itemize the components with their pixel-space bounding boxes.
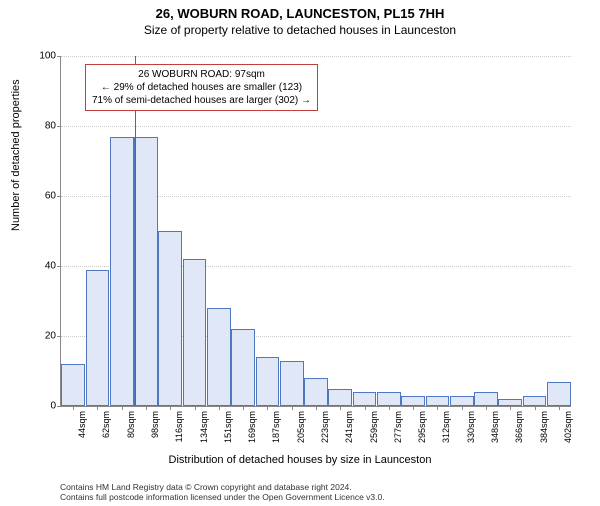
- xtick-mark: [97, 406, 98, 410]
- annotation-box: 26 WOBURN ROAD: 97sqm← 29% of detached h…: [85, 64, 318, 111]
- xtick-mark: [146, 406, 147, 410]
- histogram-bar: [304, 378, 328, 406]
- ytick-label: 60: [26, 191, 56, 202]
- footer-line1: Contains HM Land Registry data © Crown c…: [60, 482, 385, 492]
- histogram-bar: [110, 137, 134, 407]
- ytick-mark: [57, 126, 61, 127]
- histogram-bar: [474, 392, 498, 406]
- xtick-mark: [219, 406, 220, 410]
- histogram-bar: [280, 361, 304, 407]
- ytick-mark: [57, 56, 61, 57]
- histogram-bar: [498, 399, 522, 406]
- xtick-mark: [316, 406, 317, 410]
- histogram-bar: [523, 396, 547, 407]
- xtick-mark: [365, 406, 366, 410]
- xtick-mark: [462, 406, 463, 410]
- xtick-mark: [73, 406, 74, 410]
- histogram-bar: [207, 308, 231, 406]
- xtick-mark: [413, 406, 414, 410]
- xtick-mark: [389, 406, 390, 410]
- xtick-mark: [267, 406, 268, 410]
- histogram-bar: [231, 329, 255, 406]
- chart-plot-area: 02040608010044sqm62sqm80sqm98sqm116sqm13…: [60, 56, 570, 406]
- histogram-bar: [256, 357, 280, 406]
- histogram-bar: [61, 364, 85, 406]
- histogram-bar: [353, 392, 377, 406]
- histogram-bar: [158, 231, 182, 406]
- footer-line2: Contains full postcode information licen…: [60, 492, 385, 502]
- xtick-mark: [243, 406, 244, 410]
- histogram-bar: [450, 396, 474, 407]
- histogram-bar: [401, 396, 425, 407]
- xtick-mark: [340, 406, 341, 410]
- xtick-mark: [170, 406, 171, 410]
- ytick-mark: [57, 196, 61, 197]
- histogram-bar: [377, 392, 401, 406]
- xtick-mark: [559, 406, 560, 410]
- chart-title: 26, WOBURN ROAD, LAUNCESTON, PL15 7HH: [0, 6, 600, 21]
- ytick-label: 80: [26, 121, 56, 132]
- xtick-mark: [437, 406, 438, 410]
- ytick-mark: [57, 406, 61, 407]
- gridline: [61, 126, 571, 127]
- x-axis-label: Distribution of detached houses by size …: [0, 454, 600, 466]
- gridline: [61, 56, 571, 57]
- ytick-label: 0: [26, 401, 56, 412]
- histogram-bar: [547, 382, 571, 407]
- chart-subtitle: Size of property relative to detached ho…: [0, 23, 600, 37]
- histogram-bar: [183, 259, 207, 406]
- ytick-mark: [57, 266, 61, 267]
- y-axis-label: Number of detached properties: [10, 79, 22, 231]
- footer-attribution: Contains HM Land Registry data © Crown c…: [60, 482, 385, 502]
- ytick-label: 40: [26, 261, 56, 272]
- xtick-mark: [122, 406, 123, 410]
- annotation-line: 71% of semi-detached houses are larger (…: [92, 94, 311, 107]
- ytick-mark: [57, 336, 61, 337]
- xtick-mark: [510, 406, 511, 410]
- xtick-mark: [292, 406, 293, 410]
- ytick-label: 100: [26, 51, 56, 62]
- histogram-bar: [134, 137, 158, 407]
- histogram-bar: [86, 270, 110, 407]
- ytick-label: 20: [26, 331, 56, 342]
- histogram-bar: [426, 396, 450, 407]
- xtick-mark: [486, 406, 487, 410]
- annotation-line: ← 29% of detached houses are smaller (12…: [92, 81, 311, 94]
- annotation-line: 26 WOBURN ROAD: 97sqm: [92, 68, 311, 81]
- xtick-mark: [535, 406, 536, 410]
- xtick-mark: [195, 406, 196, 410]
- histogram-bar: [328, 389, 352, 407]
